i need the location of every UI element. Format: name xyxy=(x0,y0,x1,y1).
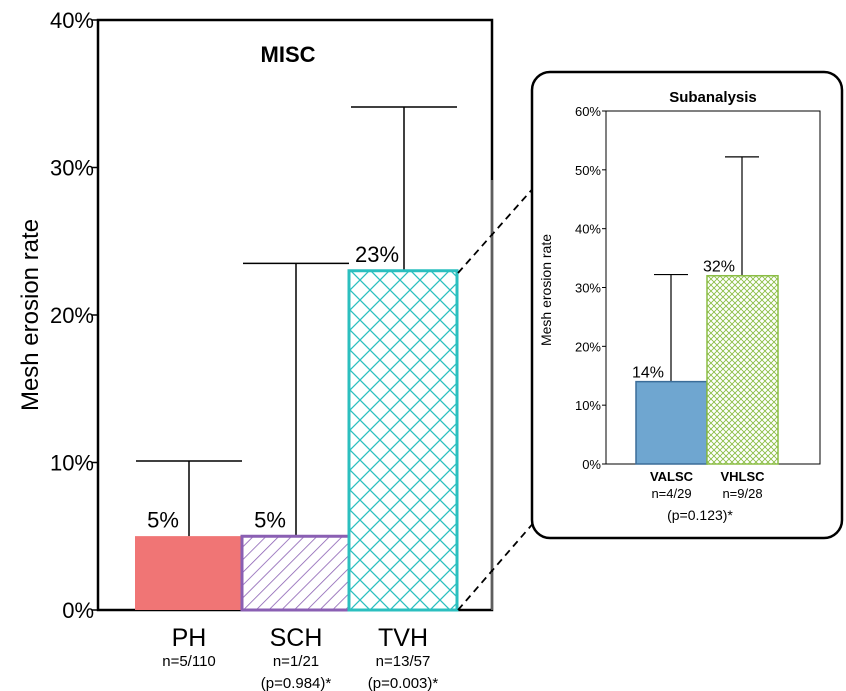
inset-chart: Subanalysis Mesh erosion rate 0% 10% 20% 30… xyxy=(530,70,844,540)
main-category-label: TVH xyxy=(378,624,428,652)
inset-bars xyxy=(635,274,779,465)
inset-bar-valsc xyxy=(635,380,708,465)
main-error-bars xyxy=(136,106,457,537)
inset-labels: 14% VALSC n=4/29 32% VHLSC n=9/28 xyxy=(632,259,765,501)
main-chart: MISC Mesh erosion rate 0% 10% 20% 30% 40% 5%… xyxy=(17,8,494,691)
inset-y-tick-label: 60% xyxy=(575,104,601,119)
main-bar-sch xyxy=(240,534,352,612)
inset-value-label: 32% xyxy=(703,259,735,276)
main-y-ticks: 0% 10% 20% 30% 40% xyxy=(50,8,98,623)
inset-y-tick-label: 0% xyxy=(582,457,601,472)
inset-y-tick-label: 30% xyxy=(575,281,601,296)
main-bar-ph xyxy=(135,536,243,610)
main-value-label: 23% xyxy=(355,242,399,267)
main-value-label: 5% xyxy=(254,507,286,532)
main-y-tick-label: 40% xyxy=(50,8,94,33)
inset-y-tick-label: 50% xyxy=(575,163,601,178)
inset-y-axis-label: Mesh erosion rate xyxy=(538,234,554,346)
inset-pvalue: (p=0.123)* xyxy=(667,507,733,523)
main-count-label: n=1/21 xyxy=(273,653,319,670)
main-y-tick-label: 10% xyxy=(50,451,94,476)
zoom-connector-top xyxy=(457,184,537,274)
main-bar-tvh xyxy=(347,269,459,612)
inset-value-label: 14% xyxy=(632,365,664,382)
inset-category-label: VALSC xyxy=(650,469,694,484)
main-y-tick-label: 0% xyxy=(62,598,94,623)
main-pvalue-label: (p=0.984)* xyxy=(261,675,332,691)
inset-count-label: n=9/28 xyxy=(722,486,762,501)
inset-y-tick-label: 40% xyxy=(575,222,601,237)
main-bars xyxy=(135,180,493,612)
main-category-label: PH xyxy=(172,624,207,652)
main-y-axis-label: Mesh erosion rate xyxy=(17,219,44,411)
main-pvalue-label: (p=0.003)* xyxy=(368,675,439,691)
main-y-tick-label: 30% xyxy=(50,156,94,181)
main-category-label: SCH xyxy=(270,624,323,652)
inset-y-ticks: 0% 10% 20% 30% 40% 50% 60% xyxy=(575,104,606,472)
main-chart-title: MISC xyxy=(261,42,316,67)
inset-y-tick-label: 10% xyxy=(575,398,601,413)
zoom-connector-bottom xyxy=(457,519,537,611)
inset-y-tick-label: 20% xyxy=(575,339,601,354)
inset-count-label: n=4/29 xyxy=(651,486,691,501)
main-y-tick-label: 20% xyxy=(50,303,94,328)
main-value-label: 5% xyxy=(147,507,179,532)
inset-error-bars xyxy=(654,156,759,382)
inset-chart-title: Subanalysis xyxy=(669,89,757,106)
inset-category-label: VHLSC xyxy=(720,469,765,484)
main-count-label: n=13/57 xyxy=(376,653,431,670)
main-count-label: n=5/110 xyxy=(162,653,216,670)
inset-bar-vhlsc xyxy=(706,274,779,465)
